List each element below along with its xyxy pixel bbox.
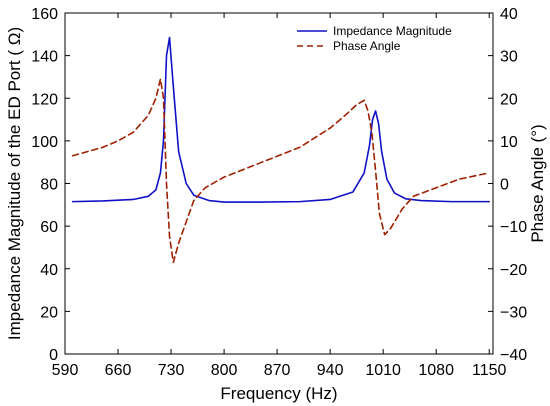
y-right-tick-label: −20 bbox=[500, 262, 527, 279]
impedance-magnitude-line bbox=[71, 36, 491, 203]
y-left-tick-label: 160 bbox=[31, 6, 58, 23]
y-right-tick-label: 20 bbox=[500, 91, 518, 108]
y-right-tick-label: −10 bbox=[500, 219, 527, 236]
axis-ticks bbox=[64, 12, 493, 355]
tick-labels: 590 660 730 800 870 940 1010 1080 1150 0 20 40 60 80 1… bbox=[31, 6, 527, 379]
y-right-tick-label: −30 bbox=[500, 304, 527, 321]
x-tick-label: 660 bbox=[105, 362, 132, 379]
y-right-tick-label: 10 bbox=[500, 134, 518, 151]
legend-label-impedance: Impedance Magnitude bbox=[333, 24, 452, 38]
x-tick-label: 800 bbox=[211, 362, 238, 379]
y-left-tick-label: 140 bbox=[31, 49, 58, 66]
x-tick-label: 590 bbox=[52, 362, 79, 379]
y-axis-right-title: Phase Angle (°) bbox=[528, 124, 547, 242]
x-tick-label: 940 bbox=[317, 362, 344, 379]
x-tick-label: 730 bbox=[158, 362, 185, 379]
legend-label-phase: Phase Angle bbox=[333, 39, 401, 53]
phase-angle-line bbox=[71, 78, 491, 264]
y-left-tick-label: 120 bbox=[31, 91, 58, 108]
plot-frame bbox=[64, 12, 494, 355]
x-axis-title: Frequency (Hz) bbox=[220, 384, 337, 403]
y-right-tick-label: −40 bbox=[500, 347, 527, 364]
y-left-tick-label: 40 bbox=[40, 262, 58, 279]
y-right-tick-label: 40 bbox=[500, 6, 518, 23]
legend: Impedance Magnitude Phase Angle bbox=[297, 24, 452, 53]
x-tick-label: 1010 bbox=[365, 362, 401, 379]
x-tick-label: 870 bbox=[264, 362, 291, 379]
y-axis-left-title: Impedance Magnitude of the ED Port ( Ω) bbox=[5, 27, 24, 340]
series-layer bbox=[71, 36, 491, 264]
y-left-tick-label: 20 bbox=[40, 304, 58, 321]
y-right-tick-label: 30 bbox=[500, 49, 518, 66]
y-left-tick-label: 0 bbox=[49, 347, 58, 364]
y-right-tick-label: 0 bbox=[500, 177, 509, 194]
x-tick-label: 1150 bbox=[472, 362, 507, 379]
y-left-tick-label: 60 bbox=[40, 219, 58, 236]
x-tick-label: 1080 bbox=[418, 362, 454, 379]
y-left-tick-label: 100 bbox=[31, 134, 58, 151]
y-left-tick-label: 80 bbox=[40, 177, 58, 194]
